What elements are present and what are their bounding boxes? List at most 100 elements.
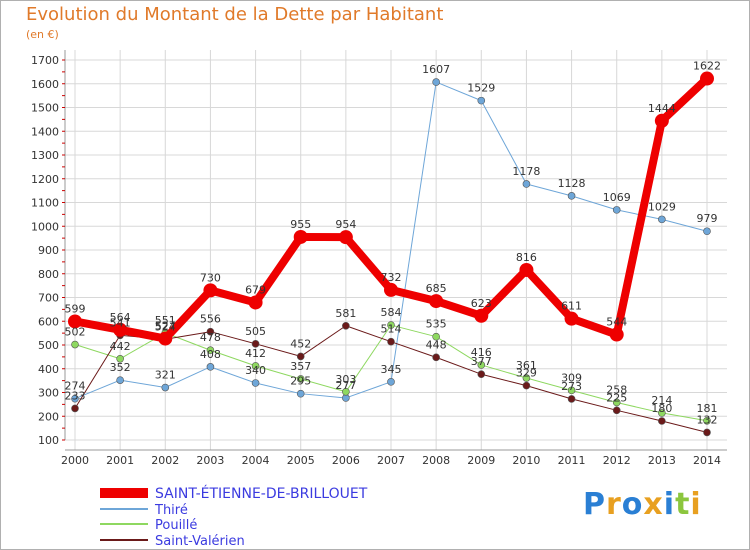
data-label: 416	[471, 346, 492, 359]
data-point	[342, 387, 350, 396]
data-label: 524	[155, 320, 176, 333]
data-point	[251, 362, 260, 370]
data-label: 623	[471, 297, 492, 310]
data-point	[477, 96, 486, 105]
data-point	[293, 229, 308, 244]
data-point	[703, 227, 711, 236]
data-point	[296, 352, 305, 361]
y-tick-label: 1500	[31, 102, 59, 115]
data-point	[71, 404, 79, 413]
data-label: 408	[200, 348, 221, 361]
data-label: 732	[381, 271, 402, 284]
data-label: 564	[110, 311, 131, 324]
y-tick-label: 300	[38, 387, 59, 400]
data-label: 527	[155, 320, 176, 333]
y-tick-label: 200	[38, 410, 59, 423]
data-point	[612, 206, 621, 214]
chart-title: Evolution du Montant de la Dette par Hab…	[26, 4, 444, 25]
x-tick-label: 2010	[512, 454, 540, 467]
data-label: 277	[335, 379, 356, 392]
data-label: 412	[245, 347, 266, 360]
data-label: 357	[290, 360, 311, 373]
data-point	[206, 346, 215, 355]
x-tick-label: 2000	[61, 454, 89, 467]
data-point	[251, 379, 260, 387]
legend-label: SAINT-ÉTIENNE-DE-BRILLOUET	[155, 485, 368, 502]
data-label: 599	[65, 302, 86, 315]
y-tick-label: 700	[38, 292, 59, 305]
data-point	[612, 398, 621, 407]
data-label: 295	[290, 375, 311, 388]
y-tick-label: 1200	[31, 173, 59, 186]
data-label: 544	[606, 316, 627, 329]
data-label: 541	[110, 316, 131, 329]
data-label: 502	[65, 326, 86, 339]
x-tick-label: 2011	[558, 454, 586, 467]
data-point	[116, 376, 124, 384]
data-point	[248, 295, 263, 310]
data-point	[703, 428, 711, 437]
data-point	[519, 262, 534, 277]
data-label: 377	[471, 355, 492, 368]
data-point	[206, 363, 215, 371]
data-label: 1607	[422, 63, 450, 76]
x-tick-label: 2004	[242, 454, 270, 467]
data-point	[113, 322, 128, 337]
data-label: 258	[606, 383, 627, 396]
data-point	[161, 383, 170, 392]
data-point	[384, 282, 398, 297]
data-point	[387, 378, 395, 386]
y-tick-label: 900	[38, 244, 59, 257]
data-label: 584	[381, 306, 402, 319]
y-tick-label: 100	[38, 434, 59, 447]
data-label: 132	[697, 413, 718, 426]
x-tick-label: 2001	[106, 454, 134, 467]
legend-label: Thiré	[154, 503, 188, 518]
data-label: 273	[561, 380, 582, 393]
data-label: 303	[335, 373, 356, 386]
data-point	[658, 417, 666, 425]
data-label: 214	[651, 394, 672, 407]
legend-label: Pouillé	[155, 518, 197, 533]
data-point	[296, 375, 305, 383]
x-tick-label: 2006	[332, 454, 360, 467]
data-label: 478	[200, 331, 221, 344]
y-tick-label: 1700	[31, 54, 59, 67]
proxiti-logo: Proxiti	[583, 487, 702, 522]
data-point	[567, 192, 576, 200]
data-point	[251, 340, 260, 348]
data-point	[68, 314, 82, 329]
y-tick-label: 400	[38, 363, 59, 376]
data-point	[387, 337, 395, 346]
x-tick-label: 2007	[377, 454, 405, 467]
data-label: 581	[335, 307, 356, 320]
y-tick-label: 500	[38, 339, 59, 352]
data-label: 730	[200, 271, 221, 284]
y-tick-label: 1000	[31, 220, 59, 233]
data-label: 955	[290, 218, 311, 231]
data-label: 505	[245, 325, 266, 338]
x-tick-label: 2003	[196, 454, 224, 467]
data-point	[71, 394, 79, 403]
data-point	[387, 321, 395, 329]
data-label: 954	[335, 218, 356, 231]
data-label: 329	[516, 367, 537, 380]
data-point	[342, 321, 350, 330]
y-tick-label: 1600	[31, 78, 59, 91]
data-label: 1029	[648, 200, 676, 213]
data-point	[522, 180, 531, 188]
data-point	[703, 416, 711, 425]
legend-label: Saint-Valérien	[155, 534, 245, 549]
data-label: 551	[155, 314, 176, 327]
data-point	[700, 71, 714, 86]
data-label: 685	[426, 282, 447, 295]
data-label: 979	[697, 212, 718, 225]
data-label: 274	[65, 380, 86, 393]
data-point	[567, 395, 576, 403]
data-label: 442	[110, 340, 131, 353]
x-tick-label: 2014	[693, 454, 721, 467]
data-label: 1622	[693, 60, 721, 73]
data-label: 1529	[467, 82, 495, 95]
data-point	[477, 370, 486, 379]
